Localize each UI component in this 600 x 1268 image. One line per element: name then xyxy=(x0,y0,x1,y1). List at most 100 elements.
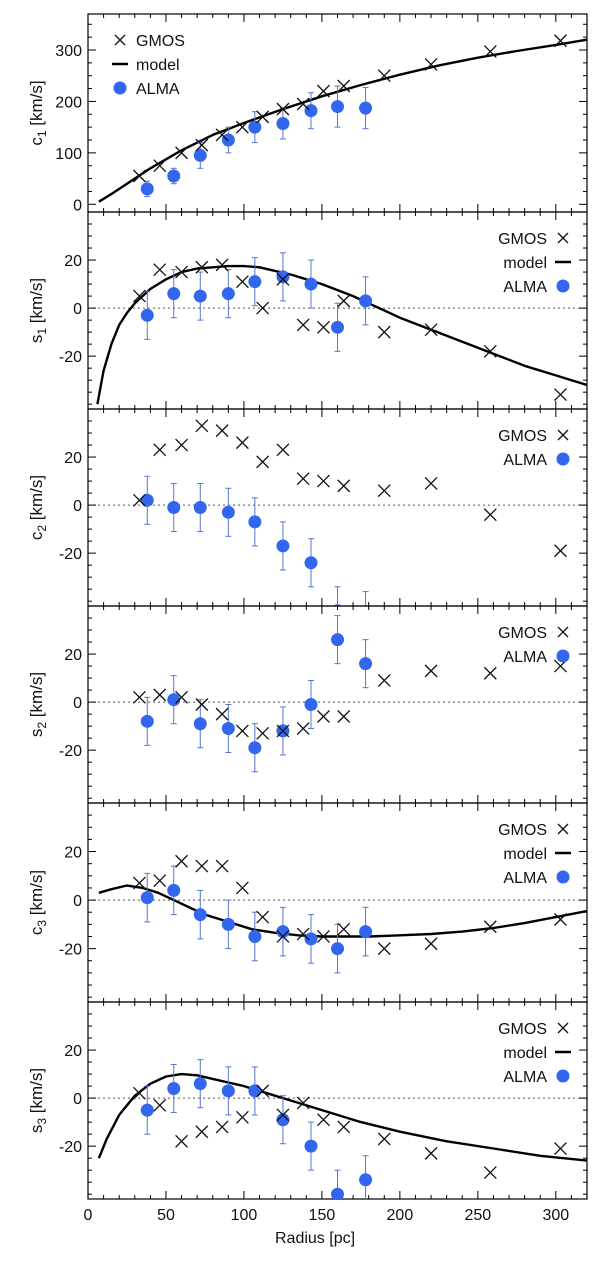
legend-label-alma: ALMA xyxy=(503,870,547,887)
alma-point xyxy=(304,556,318,570)
legend-gmos-marker xyxy=(557,1022,569,1034)
y-tick-label: 0 xyxy=(73,893,82,910)
model-line xyxy=(97,1072,587,1162)
alma-point xyxy=(304,932,318,946)
legend-gmos-marker xyxy=(557,823,569,835)
x-tick-label: 200 xyxy=(387,1207,414,1224)
y-axis-label: s3 [km/s] xyxy=(27,1068,49,1133)
y-axis-label: c2 [km/s] xyxy=(27,475,49,540)
gmos-point xyxy=(215,424,229,438)
gmos-point xyxy=(276,102,290,116)
alma-point xyxy=(359,294,373,308)
legend-label-model: model xyxy=(503,1045,547,1062)
gmos-point xyxy=(377,325,391,339)
alma-point xyxy=(331,320,344,334)
alma-point xyxy=(359,1173,373,1187)
y-tick-label: 100 xyxy=(55,146,82,163)
legend-label-gmos: GMOS xyxy=(498,625,547,642)
x-tick-label: 250 xyxy=(464,1207,491,1224)
gmos-point xyxy=(132,1086,146,1100)
legend-gmos-marker xyxy=(557,232,569,244)
y-tick-label: 20 xyxy=(64,845,82,862)
legend-gmos-marker xyxy=(114,34,126,46)
gmos-point xyxy=(424,664,438,678)
gmos-point xyxy=(337,710,351,723)
alma-point xyxy=(140,182,154,196)
alma-point xyxy=(331,633,344,647)
panel-3: -20 0 20 c2 [km/s] GMOS ALMA xyxy=(27,408,588,607)
alma-point xyxy=(359,657,373,671)
alma-point xyxy=(276,925,290,939)
alma-point xyxy=(140,493,154,507)
alma-point xyxy=(248,741,262,755)
alma-point xyxy=(276,1113,290,1127)
gmos-point xyxy=(317,474,330,488)
y-tick-label: 0 xyxy=(73,498,82,515)
y-tick-label: 20 xyxy=(64,253,82,270)
gmos-point xyxy=(195,419,209,433)
legend-alma-marker xyxy=(556,279,570,293)
gmos-point xyxy=(483,45,497,59)
y-tick-label: -20 xyxy=(59,1139,82,1156)
legend-label-gmos: GMOS xyxy=(498,428,547,445)
alma-point xyxy=(221,917,235,931)
x-tick-label: 150 xyxy=(309,1207,336,1224)
gmos-point xyxy=(554,34,567,48)
gmos-point xyxy=(175,146,189,160)
gmos-point xyxy=(195,138,209,152)
alma-point xyxy=(276,270,290,284)
gmos-point xyxy=(276,443,290,457)
data-layer xyxy=(132,615,567,773)
alma-point xyxy=(167,693,181,707)
alma-point xyxy=(221,505,235,519)
gmos-point xyxy=(215,859,229,873)
gmos-point xyxy=(424,323,438,337)
legend-gmos-marker xyxy=(557,626,569,638)
panel-6: -20 0 20 s3 [km/s] GMOS model ALMA xyxy=(27,1001,588,1200)
alma-point xyxy=(140,308,154,322)
gmos-point xyxy=(483,666,497,680)
gmos-point xyxy=(153,688,167,702)
gmos-point xyxy=(317,84,330,98)
y-tick-label: 20 xyxy=(64,450,82,467)
y-tick-label: 0 xyxy=(73,197,82,214)
gmos-point xyxy=(175,265,189,279)
alma-point xyxy=(193,148,207,162)
gmos-point xyxy=(554,544,567,558)
gmos-point xyxy=(235,120,249,134)
gmos-point xyxy=(235,724,249,738)
legend-label-alma: ALMA xyxy=(136,81,180,98)
gmos-point xyxy=(153,874,167,888)
gmos-point xyxy=(132,493,146,507)
gmos-point xyxy=(256,110,270,124)
gmos-point xyxy=(483,508,497,522)
x-tick-label: 0 xyxy=(84,1207,93,1224)
alma-point xyxy=(304,1139,318,1153)
alma-point xyxy=(167,501,181,514)
x-tick-label: 300 xyxy=(542,1207,569,1224)
gmos-point xyxy=(377,484,391,498)
panel-1: 0 100 200 300 c1 [km/s] GMOS model ALMA xyxy=(27,13,588,214)
gmos-point xyxy=(424,937,438,951)
gmos-point xyxy=(483,344,497,358)
data-layer xyxy=(132,419,567,606)
alma-point xyxy=(248,929,262,943)
gmos-point xyxy=(256,726,270,740)
alma-point xyxy=(304,698,318,711)
data-layer xyxy=(98,34,587,203)
gmos-point xyxy=(256,455,270,469)
legend: GMOS ALMA xyxy=(498,428,570,469)
gmos-point xyxy=(256,301,270,315)
legend-label-gmos: GMOS xyxy=(498,231,547,248)
legend: GMOS model ALMA xyxy=(112,33,185,98)
gmos-point xyxy=(195,1125,209,1139)
gmos-point xyxy=(377,1132,391,1146)
y-tick-label: -20 xyxy=(59,743,82,760)
y-tick-label: 0 xyxy=(73,695,82,712)
gmos-point xyxy=(276,930,290,943)
gmos-point xyxy=(132,876,146,890)
gmos-point xyxy=(317,710,330,723)
gmos-point xyxy=(215,258,229,272)
alma-point xyxy=(140,891,154,905)
legend-label-model: model xyxy=(503,255,547,272)
